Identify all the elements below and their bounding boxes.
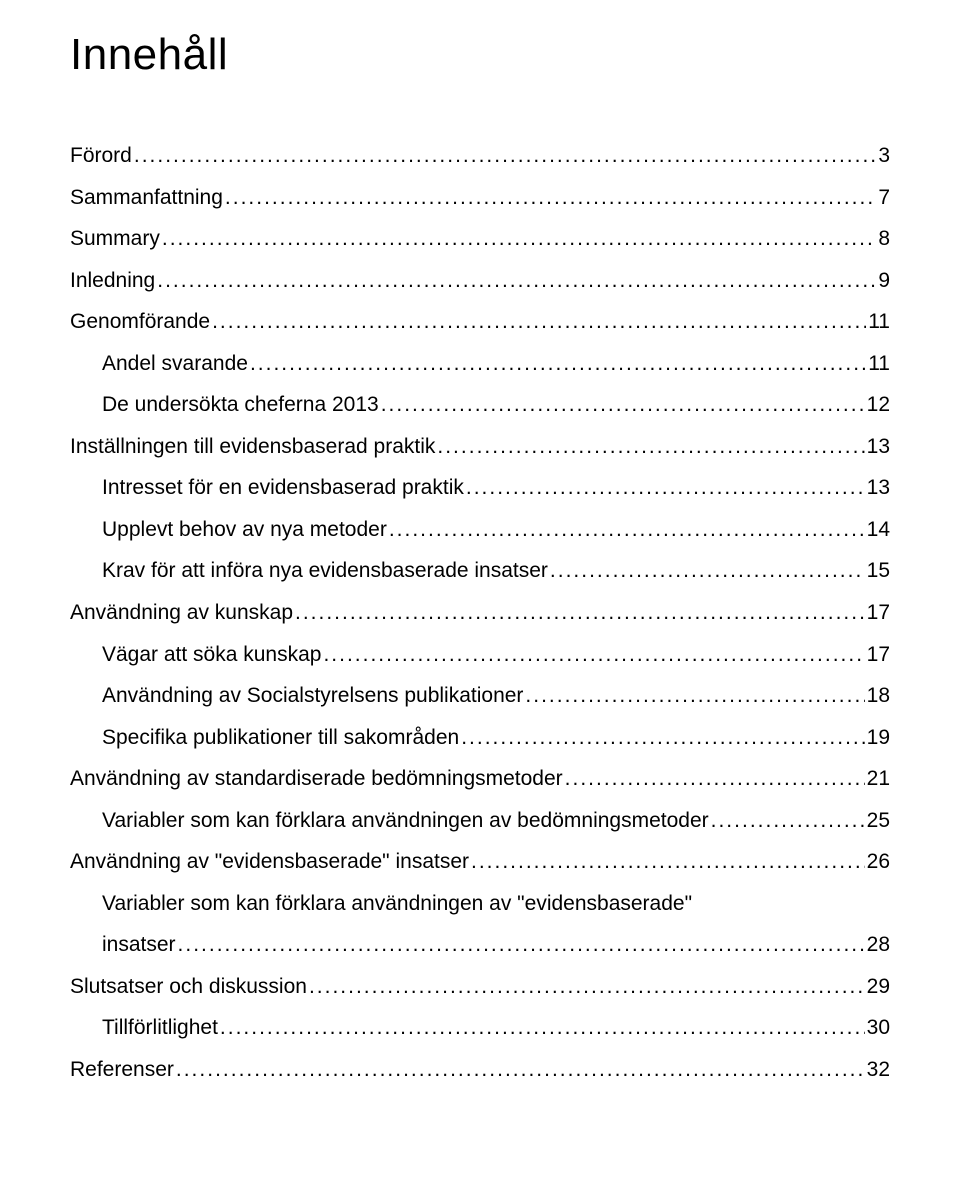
toc-page-number: 11 <box>868 306 890 339</box>
toc-leader-dots: ........................................… <box>471 846 865 879</box>
toc-entry: Förord..................................… <box>70 140 890 173</box>
toc-leader-dots: ........................................… <box>381 389 865 422</box>
toc-page-number: 9 <box>878 265 890 298</box>
toc-label: De undersökta cheferna 2013 <box>102 389 379 422</box>
toc-label: Variabler som kan förklara användningen … <box>102 888 692 921</box>
toc-entry: Genomförande............................… <box>70 306 890 339</box>
toc-entry: Sammanfattning..........................… <box>70 182 890 215</box>
toc-leader-dots: ........................................… <box>220 1012 865 1045</box>
toc-page-number: 25 <box>867 805 890 838</box>
toc-page-number: 8 <box>878 223 890 256</box>
toc-label: Inställningen till evidensbaserad prakti… <box>70 431 435 464</box>
toc-page-number: 30 <box>867 1012 890 1045</box>
toc-leader-dots: ........................................… <box>309 971 865 1004</box>
toc-entry: Användning av "evidensbaserade" insatser… <box>70 846 890 879</box>
toc-label: Specifika publikationer till sakområden <box>102 722 459 755</box>
toc-label: Användning av Socialstyrelsens publikati… <box>102 680 523 713</box>
document-page: Innehåll Förord.........................… <box>0 0 960 1177</box>
toc-label: Tillförlitlighet <box>102 1012 218 1045</box>
toc-page-number: 29 <box>867 971 890 1004</box>
toc-page-number: 26 <box>867 846 890 879</box>
toc-leader-dots: ........................................… <box>157 265 876 298</box>
toc-page-number: 14 <box>867 514 890 547</box>
toc-page-number: 3 <box>878 140 890 173</box>
table-of-contents: Förord..................................… <box>70 140 890 1087</box>
toc-entry: Andel svarande..........................… <box>70 348 890 381</box>
toc-entry: Användning av standardiserade bedömnings… <box>70 763 890 796</box>
toc-leader-dots: ........................................… <box>250 348 866 381</box>
toc-entry: Inställningen till evidensbaserad prakti… <box>70 431 890 464</box>
toc-page-number: 17 <box>867 597 890 630</box>
toc-label: Användning av kunskap <box>70 597 293 630</box>
toc-entry: Slutsatser och diskussion...............… <box>70 971 890 1004</box>
toc-leader-dots: ........................................… <box>525 680 864 713</box>
toc-leader-dots: ........................................… <box>295 597 865 630</box>
toc-label: Andel svarande <box>102 348 248 381</box>
toc-page-number: 12 <box>867 389 890 422</box>
toc-entry: De undersökta cheferna 2013.............… <box>70 389 890 422</box>
toc-label: Inledning <box>70 265 155 298</box>
toc-leader-dots: ........................................… <box>178 929 865 962</box>
toc-page-number: 13 <box>867 431 890 464</box>
toc-page-number: 21 <box>867 763 890 796</box>
toc-entry: Variabler som kan förklara användningen … <box>70 888 890 921</box>
toc-entry: Specifika publikationer till sakområden.… <box>70 722 890 755</box>
toc-page-number: 13 <box>867 472 890 505</box>
toc-leader-dots: ........................................… <box>323 639 864 672</box>
toc-label: Referenser <box>70 1054 174 1087</box>
toc-label: Slutsatser och diskussion <box>70 971 307 1004</box>
toc-leader-dots: ........................................… <box>389 514 865 547</box>
page-title: Innehåll <box>70 30 890 80</box>
toc-label: Sammanfattning <box>70 182 223 215</box>
toc-entry: Användning av Socialstyrelsens publikati… <box>70 680 890 713</box>
toc-page-number: 18 <box>867 680 890 713</box>
toc-entry: Referenser..............................… <box>70 1054 890 1087</box>
toc-leader-dots: ........................................… <box>225 182 876 215</box>
toc-label: Vägar att söka kunskap <box>102 639 321 672</box>
toc-label: Användning av standardiserade bedömnings… <box>70 763 563 796</box>
toc-label: Summary <box>70 223 160 256</box>
toc-label: Krav för att införa nya evidensbaserade … <box>102 555 548 588</box>
toc-entry: Inledning...............................… <box>70 265 890 298</box>
toc-entry: Krav för att införa nya evidensbaserade … <box>70 555 890 588</box>
toc-entry: Summary.................................… <box>70 223 890 256</box>
toc-entry: Intresset för en evidensbaserad praktik.… <box>70 472 890 505</box>
toc-entry: Upplevt behov av nya metoder............… <box>70 514 890 547</box>
toc-page-number: 32 <box>867 1054 890 1087</box>
toc-label: Variabler som kan förklara användningen … <box>102 805 709 838</box>
toc-entry: Användning av kunskap...................… <box>70 597 890 630</box>
toc-label: Förord <box>70 140 132 173</box>
toc-page-number: 15 <box>867 555 890 588</box>
toc-label: Användning av "evidensbaserade" insatser <box>70 846 469 879</box>
toc-label: insatser <box>102 929 176 962</box>
toc-leader-dots: ........................................… <box>176 1054 865 1087</box>
toc-leader-dots: ........................................… <box>550 555 865 588</box>
toc-page-number: 11 <box>868 348 890 381</box>
toc-page-number: 28 <box>867 929 890 962</box>
toc-entry: Tillförlitlighet........................… <box>70 1012 890 1045</box>
toc-label: Genomförande <box>70 306 210 339</box>
toc-leader-dots: ........................................… <box>711 805 865 838</box>
toc-entry-continuation: insatser................................… <box>70 929 890 962</box>
toc-page-number: 17 <box>867 639 890 672</box>
toc-leader-dots: ........................................… <box>466 472 865 505</box>
toc-leader-dots: ........................................… <box>461 722 864 755</box>
toc-label: Upplevt behov av nya metoder <box>102 514 387 547</box>
toc-entry: Vägar att söka kunskap..................… <box>70 639 890 672</box>
toc-page-number: 19 <box>867 722 890 755</box>
toc-leader-dots: ........................................… <box>437 431 864 464</box>
toc-page-number: 7 <box>878 182 890 215</box>
toc-leader-dots: ........................................… <box>212 306 866 339</box>
toc-entry: Variabler som kan förklara användningen … <box>70 805 890 838</box>
toc-label: Intresset för en evidensbaserad praktik <box>102 472 464 505</box>
toc-leader-dots: ........................................… <box>134 140 876 173</box>
toc-leader-dots: ........................................… <box>565 763 865 796</box>
toc-leader-dots: ........................................… <box>162 223 876 256</box>
